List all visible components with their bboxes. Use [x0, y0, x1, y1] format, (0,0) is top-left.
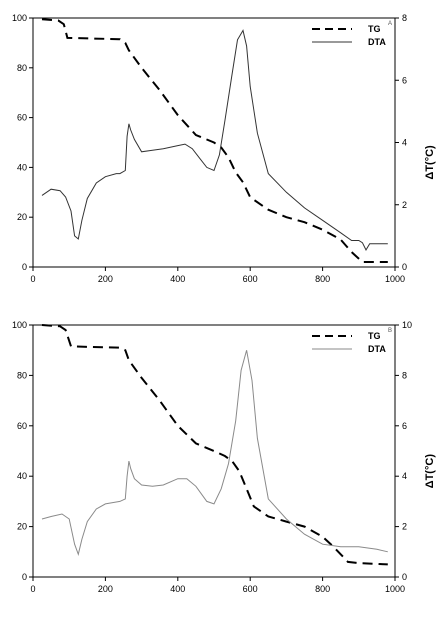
y-left-tick-label: 100 — [12, 13, 27, 23]
x-tick-label: 800 — [315, 274, 330, 284]
y-left-tick-label: 60 — [17, 113, 27, 123]
x-tick-label: 400 — [170, 274, 185, 284]
y-left-tick-label: 80 — [17, 370, 27, 380]
x-tick-label: 400 — [170, 584, 185, 594]
y-right-tick-label: 4 — [402, 471, 407, 481]
legend-label-tg: TG — [368, 331, 381, 341]
y-right-tick-label: 2 — [402, 522, 407, 532]
y-right-tick-label: 10 — [402, 320, 412, 330]
series-dta-line — [41, 350, 388, 557]
y-right-tick-label: 2 — [402, 200, 407, 210]
series-tg-line — [41, 18, 388, 263]
y-left-tick-label: 20 — [17, 522, 27, 532]
y-right-axis-label: ΔT(°C) — [424, 145, 436, 180]
x-tick-label: 800 — [315, 584, 330, 594]
panel-corner-label: B — [388, 328, 392, 334]
y-left-tick-label: 40 — [17, 162, 27, 172]
series-dta-line — [41, 29, 388, 251]
y-left-tick-label: 0 — [22, 572, 27, 582]
y-left-tick-label: 60 — [17, 421, 27, 431]
x-tick-label: 600 — [243, 274, 258, 284]
y-right-tick-label: 6 — [402, 75, 407, 85]
legend-label-dta: DTA — [368, 344, 386, 354]
x-tick-label: 600 — [243, 584, 258, 594]
panel-corner-label: A — [388, 21, 392, 27]
y-left-tick-label: 80 — [17, 63, 27, 73]
y-right-tick-label: 0 — [402, 572, 407, 582]
y-right-tick-label: 6 — [402, 421, 407, 431]
y-right-tick-label: 8 — [402, 13, 407, 23]
series-tg-line — [41, 324, 388, 566]
y-left-tick-label: 100 — [12, 320, 27, 330]
legend-label-dta: DTA — [368, 37, 386, 47]
legend-label-tg: TG — [368, 24, 381, 34]
y-right-axis-label: ΔT(°C) — [424, 454, 436, 489]
plot-frame — [32, 324, 396, 578]
x-tick-label: 1000 — [385, 274, 405, 284]
y-right-tick-label: 8 — [402, 370, 407, 380]
y-left-tick-label: 20 — [17, 212, 27, 222]
y-right-tick-label: 4 — [402, 138, 407, 148]
y-right-tick-label: 0 — [402, 262, 407, 272]
x-tick-label: 0 — [30, 584, 35, 594]
y-left-tick-label: 0 — [22, 262, 27, 272]
x-tick-label: 200 — [98, 274, 113, 284]
x-tick-label: 0 — [30, 274, 35, 284]
y-left-tick-label: 40 — [17, 471, 27, 481]
x-tick-label: 1000 — [385, 584, 405, 594]
x-tick-label: 200 — [98, 584, 113, 594]
